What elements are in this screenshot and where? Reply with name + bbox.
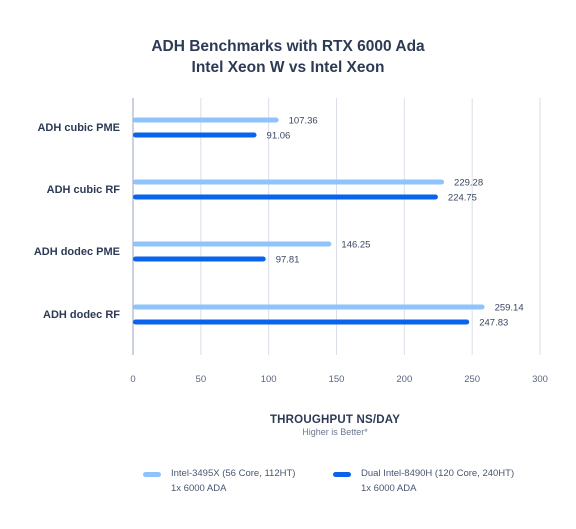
category-label-2: ADH cubic RF bbox=[47, 184, 121, 196]
bar-label-series-1-4: 259.14 bbox=[495, 303, 524, 314]
bar-label-series-2-1: 91.06 bbox=[267, 131, 291, 142]
x-tick-label-200: 200 bbox=[396, 374, 412, 385]
bar-label-series-1-1: 107.36 bbox=[289, 116, 318, 127]
bar-series-2-4 bbox=[133, 319, 470, 325]
legend-text-series-1: Intel-3495X (56 Core, 112HT) 1x 6000 ADA bbox=[171, 466, 295, 496]
bar-label-series-1-3: 146.25 bbox=[341, 240, 370, 251]
legend-item-series-2: Dual Intel-8490H (120 Core, 240HT) 1x 60… bbox=[333, 466, 514, 496]
legend: Intel-3495X (56 Core, 112HT) 1x 6000 ADA… bbox=[0, 466, 576, 506]
x-tick-label-50: 50 bbox=[196, 374, 207, 385]
x-tick-label-250: 250 bbox=[464, 374, 480, 385]
category-label-3: ADH dodec PME bbox=[34, 246, 120, 258]
bar-series-1-2 bbox=[133, 179, 445, 185]
category-label-1: ADH cubic PME bbox=[37, 122, 120, 134]
chart-subtitle: Intel Xeon W vs Intel Xeon bbox=[191, 59, 385, 76]
legend-sublabel-series-2: 1x 6000 ADA bbox=[361, 483, 417, 494]
bar-series-1-3 bbox=[133, 241, 332, 247]
bar-label-series-2-4: 247.83 bbox=[479, 318, 508, 329]
x-tick-label-100: 100 bbox=[261, 374, 277, 385]
bar-series-1-4 bbox=[133, 304, 485, 310]
legend-label-series-1: Intel-3495X (56 Core, 112HT) bbox=[171, 468, 296, 479]
category-label-4: ADH dodec RF bbox=[43, 309, 120, 321]
legend-item-series-1: Intel-3495X (56 Core, 112HT) 1x 6000 ADA bbox=[143, 466, 295, 496]
bar-series-2-2 bbox=[133, 194, 438, 200]
bar-label-series-2-3: 97.81 bbox=[276, 255, 300, 266]
bar-label-series-1-2: 229.28 bbox=[454, 178, 483, 189]
bar-series-1-1 bbox=[133, 117, 279, 123]
bar-label-series-2-2: 224.75 bbox=[448, 193, 477, 204]
chart-title-block: ADH Benchmarks with RTX 6000 Ada Intel X… bbox=[0, 36, 576, 78]
x-tick-label-300: 300 bbox=[532, 374, 548, 385]
bar-series-2-3 bbox=[133, 256, 266, 262]
legend-sublabel-series-1: 1x 6000 ADA bbox=[171, 483, 227, 494]
x-axis-sublabel: Higher is Better* bbox=[302, 427, 368, 437]
legend-swatch-series-2 bbox=[333, 472, 351, 477]
legend-label-series-2: Dual Intel-8490H (120 Core, 240HT) bbox=[361, 468, 515, 479]
bar-series-2-1 bbox=[133, 132, 257, 138]
x-tick-label-150: 150 bbox=[329, 374, 345, 385]
legend-swatch-series-1 bbox=[143, 472, 161, 477]
x-tick-label-0: 0 bbox=[130, 374, 135, 385]
legend-text-series-2: Dual Intel-8490H (120 Core, 240HT) 1x 60… bbox=[361, 466, 514, 496]
x-axis-label: THROUGHPUT NS/DAY bbox=[269, 414, 401, 426]
x-axis-label-block: THROUGHPUT NS/DAY Higher is Better* bbox=[0, 414, 576, 437]
chart-title: ADH Benchmarks with RTX 6000 Ada bbox=[151, 38, 425, 55]
